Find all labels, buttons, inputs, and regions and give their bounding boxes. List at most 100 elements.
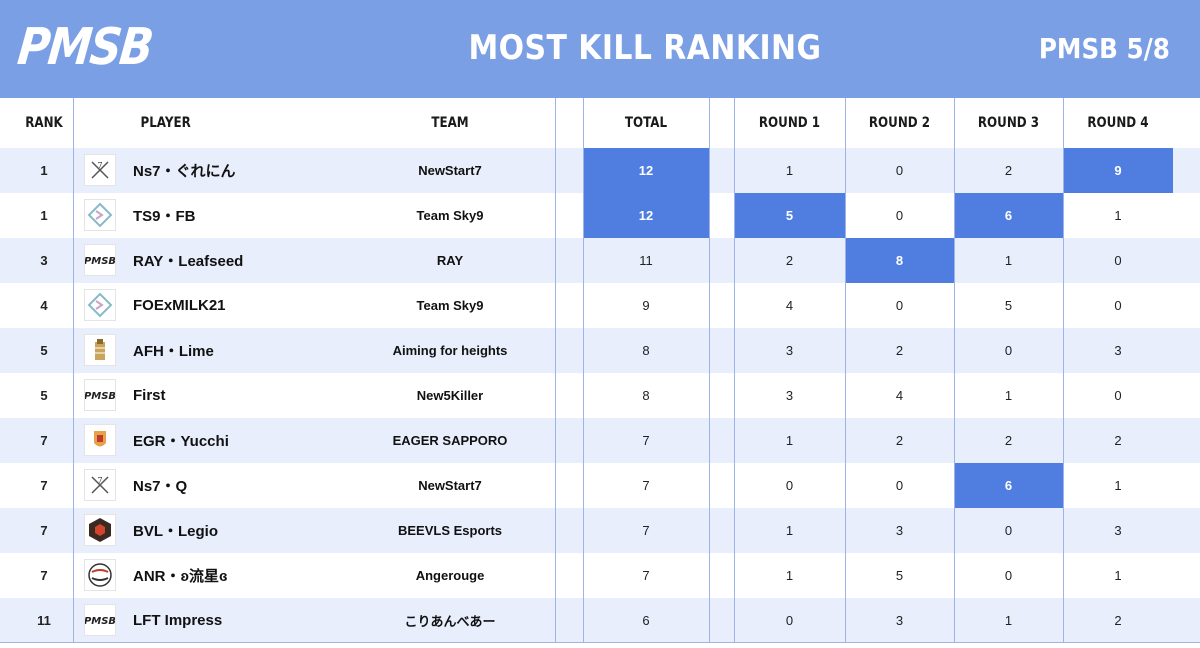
rank-cell: 11 [37, 613, 51, 628]
round1-kills-cell: 1 [785, 433, 794, 448]
table-row [0, 598, 1200, 643]
round4-kills-cell: 2 [1114, 613, 1122, 628]
total-kills-cell: 7 [642, 478, 650, 493]
round2-kills-cell: 2 [895, 343, 904, 358]
aiming-for-heights-logo-icon [84, 334, 116, 366]
round2-kills-cell: 0 [895, 208, 904, 223]
total-kills-cell: 7 [642, 523, 650, 538]
player-name: BVL・Legio [133, 523, 218, 540]
team-name: EAGER SAPPORO [392, 433, 508, 448]
team-name: RAY [436, 253, 464, 268]
round4-kills-cell: 3 [1114, 343, 1122, 358]
team-name: NewStart7 [418, 478, 482, 493]
round2-kills-cell: 3 [895, 523, 904, 538]
round1-kills-cell: 4 [785, 298, 794, 313]
total-kills-cell: 12 [583, 193, 709, 238]
table-row [0, 553, 1200, 598]
round3-kills-cell: 0 [1004, 343, 1013, 358]
player-name: RAY・Leafseed [133, 253, 244, 270]
round2-kills-cell: 0 [895, 298, 904, 313]
round4-kills-cell: 1 [1114, 568, 1122, 583]
rank-cell: 7 [40, 523, 48, 538]
round1-kills-cell: 3 [785, 343, 794, 358]
svg-text:7: 7 [97, 476, 102, 485]
column-divider [1063, 98, 1064, 643]
eager-sapporo-logo-icon [84, 424, 116, 456]
round2-kills-cell: 2 [895, 433, 904, 448]
player-name: Ns7・Q [133, 478, 188, 495]
logo-text: PMSB [14, 18, 155, 77]
round3-kills-cell: 0 [1004, 568, 1013, 583]
newstart7-logo-icon: 7 [84, 154, 116, 186]
team-name: Team Sky9 [416, 298, 484, 313]
round3-kills-cell: 6 [954, 193, 1063, 238]
round2-header: ROUND 2 [868, 115, 931, 131]
pmsb-logo: PMSB [15, 18, 154, 78]
round1-kills-cell: 3 [785, 388, 794, 403]
total-kills-cell: 7 [642, 568, 650, 583]
column-divider [954, 98, 955, 643]
player-name: TS9・FB [133, 208, 196, 225]
round4-header: ROUND 4 [1087, 115, 1149, 131]
rank-cell: 3 [40, 253, 48, 268]
round3-kills-cell: 6 [954, 463, 1063, 508]
page-title: MOST KILL RANKING [468, 28, 822, 68]
round3-kills-cell: 1 [1004, 613, 1013, 628]
total-kills-cell: 12 [583, 148, 709, 193]
round3-kills-cell: 5 [1004, 298, 1013, 313]
column-divider [734, 98, 735, 643]
round3-kills-cell: 1 [1004, 253, 1013, 268]
rank-cell: 4 [40, 298, 48, 313]
svg-text:PMSB: PMSB [85, 391, 115, 402]
svg-text:PMSB: PMSB [85, 256, 115, 267]
edition-label: PMSB 5/8 [1039, 32, 1170, 65]
angerouge-logo-icon [84, 559, 116, 591]
rank-cell: 7 [40, 568, 48, 583]
round2-kills-cell: 3 [895, 613, 904, 628]
round3-kills-cell: 1 [1004, 388, 1013, 403]
round2-kills-cell: 0 [895, 478, 904, 493]
column-divider [583, 98, 584, 643]
header-bar: PMSB MOST KILL RANKING PMSB 5/8 [0, 0, 1200, 98]
round2-kills-cell: 4 [895, 388, 904, 403]
column-divider [73, 98, 74, 643]
team-name: Aiming for heights [392, 343, 508, 358]
team-sky9-logo-icon [84, 289, 116, 321]
table-row [0, 283, 1200, 328]
round4-kills-cell: 1 [1114, 208, 1122, 223]
round1-kills-cell: 0 [785, 478, 794, 493]
round4-kills-cell: 0 [1114, 298, 1122, 313]
total-kills-cell: 6 [642, 613, 650, 628]
ranking-table: RANK PLAYER TEAM TOTAL ROUND 1 ROUND 2 ROUND 3… [0, 98, 1200, 648]
svg-text:PMSB: PMSB [85, 616, 115, 627]
total-kills-cell: 8 [642, 343, 650, 358]
player-name: FOExMILK21 [133, 297, 226, 314]
table-row [0, 328, 1200, 373]
team-name: New5Killer [416, 388, 484, 403]
column-divider [709, 98, 710, 643]
team-name: NewStart7 [418, 163, 482, 178]
round1-kills-cell: 2 [785, 253, 794, 268]
pmsb-logo-icon: PMSB [84, 604, 116, 636]
round1-kills-cell: 1 [785, 163, 794, 178]
column-divider [845, 98, 846, 643]
total-kills-cell: 7 [642, 433, 650, 448]
rank-cell: 5 [40, 343, 48, 358]
team-name: Team Sky9 [416, 208, 484, 223]
pmsb-logo-icon: PMSB [84, 379, 116, 411]
total-kills-cell: 11 [639, 253, 653, 268]
rank-cell: 5 [40, 388, 48, 403]
round3-kills-cell: 0 [1004, 523, 1013, 538]
newstart7-logo-icon: 7 [84, 469, 116, 501]
beevls-logo-icon [84, 514, 116, 546]
team-name: こりあんべあー [404, 614, 496, 629]
total-kills-cell: 8 [642, 388, 650, 403]
round1-header: ROUND 1 [758, 115, 821, 131]
player-name: AFH・Lime [133, 343, 214, 360]
rank-cell: 7 [40, 433, 48, 448]
table-row [0, 373, 1200, 418]
player-name: EGR・Yucchi [133, 433, 229, 450]
round1-kills-cell: 1 [785, 568, 794, 583]
table-row [0, 238, 1200, 283]
round3-header: ROUND 3 [977, 115, 1040, 131]
